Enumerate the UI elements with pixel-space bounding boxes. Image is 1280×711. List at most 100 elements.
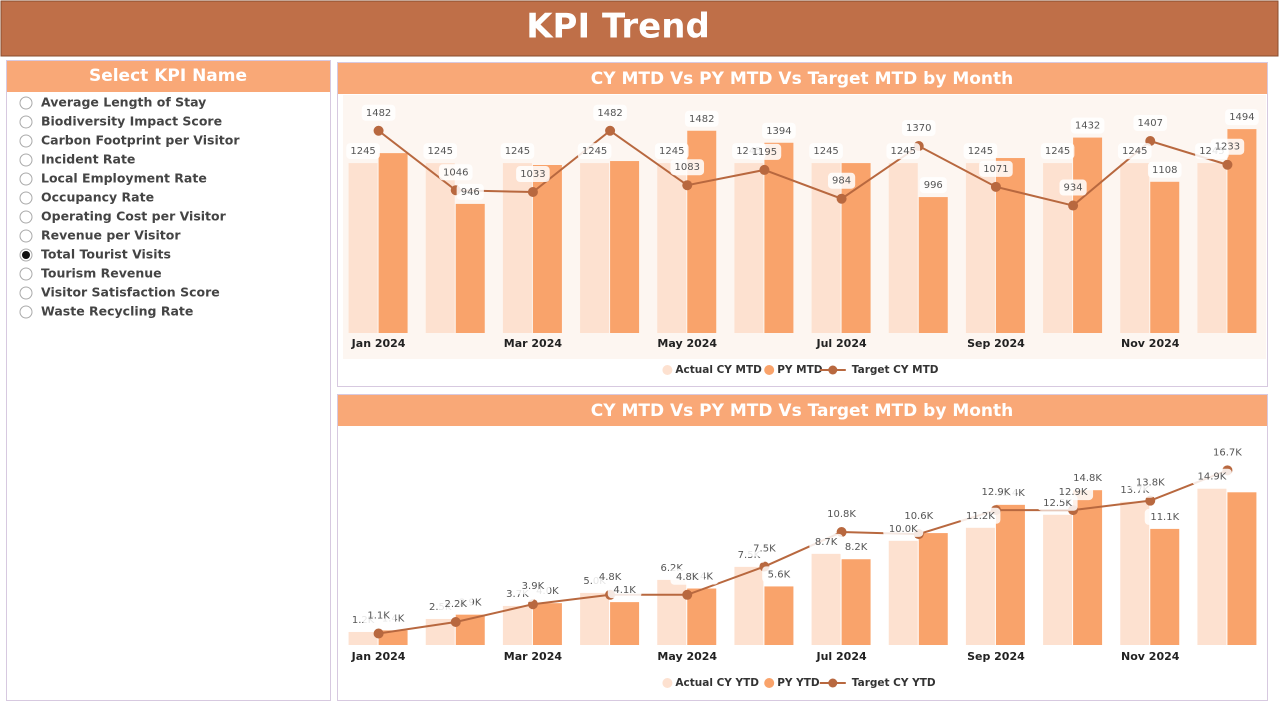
radio-button[interactable] xyxy=(19,134,33,148)
legend-label: PY YTD xyxy=(777,677,820,689)
slicer-option[interactable]: Biodiversity Impact Score xyxy=(41,114,222,129)
data-label: 1245 xyxy=(891,146,916,157)
label-bg xyxy=(607,582,642,599)
x-tick-label: Mar 2024 xyxy=(504,337,563,350)
radio-button[interactable] xyxy=(19,305,33,319)
radio-button[interactable] xyxy=(19,153,33,167)
data-label: 1407 xyxy=(1138,118,1163,129)
slicer-panel xyxy=(6,60,331,701)
data-label: 12.5K xyxy=(1043,498,1072,509)
label-bg xyxy=(593,104,627,121)
data-label: 1195 xyxy=(752,147,777,158)
data-label: 3.9K xyxy=(522,581,545,592)
label-bg xyxy=(1053,484,1094,501)
data-label: 4.1K xyxy=(613,585,636,596)
line-point xyxy=(759,164,770,175)
x-tick-label: May 2024 xyxy=(657,650,717,663)
label-bg xyxy=(898,508,939,525)
slicer-option[interactable]: Waste Recycling Rate xyxy=(41,304,193,319)
label-bg xyxy=(516,578,550,595)
label-bg xyxy=(747,143,782,160)
label-bg xyxy=(1210,138,1245,155)
bar xyxy=(378,630,408,645)
data-label: 7.5K xyxy=(753,544,776,555)
radio-button[interactable] xyxy=(19,115,33,129)
data-label: 1071 xyxy=(983,164,1008,175)
bar xyxy=(687,588,717,645)
data-label: 10.6K xyxy=(904,511,933,522)
slicer-option[interactable]: Total Tourist Visits xyxy=(41,247,171,262)
bar xyxy=(888,163,918,333)
label-bg xyxy=(821,506,862,523)
label-bg xyxy=(1191,468,1232,485)
bar xyxy=(1120,501,1150,645)
data-label: 1245 xyxy=(582,146,607,157)
label-bg xyxy=(960,507,1001,524)
radio-button[interactable] xyxy=(19,286,33,300)
bar xyxy=(995,504,1025,645)
slicer-option[interactable]: Visitor Satisfaction Score xyxy=(41,285,220,300)
slicer-title-bar xyxy=(7,61,330,92)
bar xyxy=(995,158,1025,333)
legend-label: Actual CY YTD xyxy=(675,677,759,689)
slicer-option[interactable]: Occupancy Rate xyxy=(41,190,154,205)
bar xyxy=(811,553,841,645)
data-label: 1108 xyxy=(1152,165,1177,176)
bar xyxy=(1227,129,1257,333)
x-tick-label: Jul 2024 xyxy=(816,650,867,663)
slicer-option[interactable]: Carbon Footprint per Visitor xyxy=(41,133,240,148)
slicer-option[interactable]: Operating Cost per Visitor xyxy=(41,209,227,224)
legend-marker xyxy=(764,365,775,375)
data-label: 1482 xyxy=(597,108,622,119)
bar xyxy=(734,566,764,645)
header-bar xyxy=(0,0,1279,57)
bar xyxy=(378,153,408,333)
bar xyxy=(455,614,485,645)
label-bg xyxy=(1059,179,1087,196)
data-label: 1245 xyxy=(1045,146,1070,157)
label-bg xyxy=(1040,143,1075,160)
bar xyxy=(348,163,378,333)
label-bg xyxy=(1144,508,1185,525)
target-line xyxy=(378,469,1228,635)
x-tick-label: Jul 2024 xyxy=(816,337,867,350)
label-bg xyxy=(361,607,396,624)
label-bg xyxy=(346,143,380,160)
line-point xyxy=(450,616,461,627)
bar xyxy=(888,540,918,645)
label-bg xyxy=(670,568,705,585)
data-label: 2.2K xyxy=(445,599,468,610)
data-label: 12.9K xyxy=(1059,487,1088,498)
label-bg xyxy=(1147,161,1182,178)
label-bg xyxy=(1207,444,1248,461)
label-bg xyxy=(1067,470,1108,487)
radio-button[interactable] xyxy=(19,210,33,224)
label-bg xyxy=(827,172,856,189)
radio-button[interactable] xyxy=(19,191,33,205)
label-bg xyxy=(438,595,473,612)
slicer-option[interactable]: Revenue per Visitor xyxy=(41,228,181,243)
label-bg xyxy=(1130,474,1171,491)
bar xyxy=(532,603,562,645)
label-bg xyxy=(809,533,843,550)
slicer-option[interactable]: Incident Rate xyxy=(41,152,135,167)
radio-button[interactable] xyxy=(19,229,33,243)
bar xyxy=(657,579,687,645)
legend-marker xyxy=(828,365,838,375)
data-label: 1245 xyxy=(1122,146,1147,157)
data-label: 11.2K xyxy=(966,511,995,522)
slicer-option[interactable]: Local Employment Rate xyxy=(41,171,207,186)
line-point xyxy=(373,125,384,136)
line-point xyxy=(373,628,384,639)
x-tick-label: Nov 2024 xyxy=(1121,650,1180,663)
slicer-option[interactable]: Tourism Revenue xyxy=(41,266,162,281)
radio-button[interactable] xyxy=(19,96,33,110)
radio-button[interactable] xyxy=(19,267,33,281)
data-label: 1245 xyxy=(968,146,993,157)
bar xyxy=(734,163,764,333)
data-label: 996 xyxy=(924,180,943,191)
legend-marker xyxy=(764,678,775,688)
slicer-option[interactable]: Average Length of Stay xyxy=(41,95,206,110)
radio-button[interactable] xyxy=(19,172,33,186)
